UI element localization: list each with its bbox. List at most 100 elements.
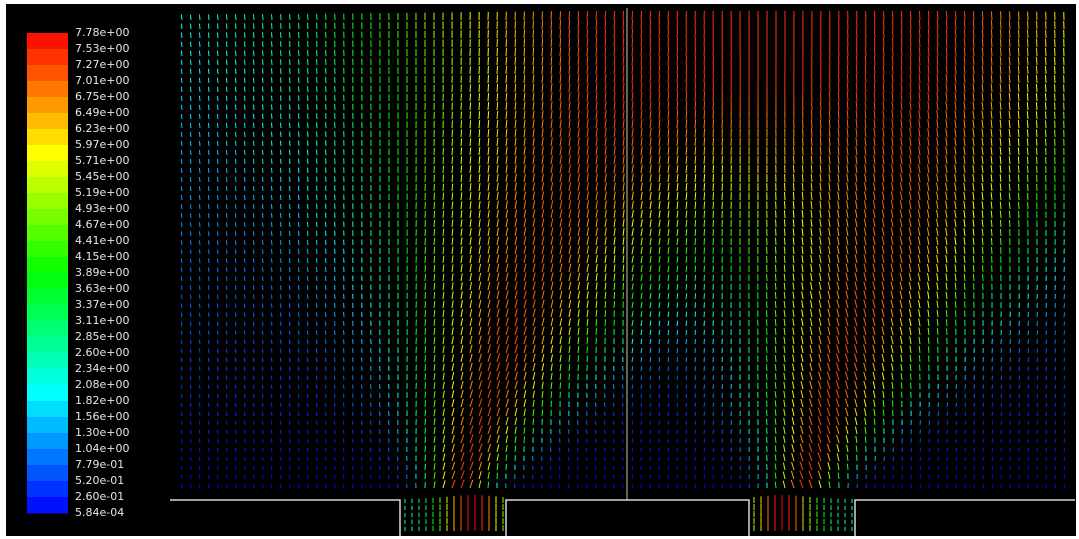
vector [703, 146, 706, 156]
vector [180, 249, 183, 255]
vector [685, 402, 688, 408]
vector [685, 110, 688, 120]
vector [225, 104, 228, 111]
vector [676, 155, 679, 165]
vector [496, 344, 500, 354]
vector [541, 308, 545, 318]
vector [783, 444, 786, 453]
vector [712, 146, 715, 156]
vector [243, 339, 246, 345]
vector [845, 299, 849, 309]
vector [649, 320, 652, 327]
vector [243, 167, 246, 174]
vector [685, 293, 688, 300]
vector [442, 426, 446, 435]
vector [469, 111, 472, 120]
vector [649, 265, 652, 273]
vector [523, 299, 527, 309]
vector [891, 146, 894, 156]
vector [918, 364, 921, 372]
vector [586, 218, 590, 228]
vector [478, 362, 482, 372]
vector [891, 173, 894, 183]
vector [234, 149, 237, 156]
vector [604, 236, 607, 246]
vector [207, 231, 210, 237]
vector [523, 38, 526, 48]
vector [532, 236, 536, 246]
vector [908, 209, 912, 219]
vector [306, 303, 309, 309]
vector [550, 20, 553, 30]
vector [854, 281, 858, 291]
vector [234, 447, 237, 453]
vector [270, 294, 273, 300]
vector [792, 182, 795, 192]
vector [999, 74, 1002, 84]
vector [270, 276, 273, 282]
vector [198, 50, 201, 57]
vector [631, 329, 634, 336]
vector [801, 182, 804, 192]
vector [810, 273, 813, 282]
vector [703, 192, 706, 201]
vector [891, 19, 894, 30]
vector [964, 402, 967, 408]
vector [577, 263, 581, 273]
vector [658, 101, 661, 111]
vector [216, 59, 219, 66]
vector [676, 339, 679, 345]
vector [433, 408, 436, 417]
vector [649, 101, 652, 111]
vector [694, 173, 697, 183]
vector [586, 146, 589, 156]
vector [631, 10, 634, 21]
vector [649, 155, 652, 165]
vector [882, 137, 885, 147]
vector [198, 276, 201, 282]
vector [792, 201, 795, 210]
vector [1036, 339, 1039, 345]
vector [809, 380, 813, 390]
vector [487, 407, 492, 417]
vector [442, 219, 445, 228]
vector [442, 183, 445, 192]
vector [487, 137, 490, 147]
vector [819, 164, 822, 174]
vector [837, 110, 840, 120]
vector [451, 309, 454, 318]
vector [972, 110, 975, 120]
vector [252, 86, 255, 93]
vector [523, 236, 527, 246]
vector [1035, 111, 1038, 120]
vector [568, 209, 572, 219]
vector [649, 119, 652, 129]
vector [604, 173, 607, 183]
vector [1054, 366, 1057, 372]
vector [351, 456, 354, 462]
vector [550, 218, 554, 228]
vector [189, 41, 192, 48]
vector [1008, 174, 1011, 183]
vector [667, 119, 670, 129]
vector [550, 317, 554, 327]
vector [1035, 47, 1038, 57]
vector [855, 82, 858, 93]
vector [640, 438, 643, 444]
vector [198, 447, 201, 453]
vector [685, 348, 688, 354]
vector [496, 434, 500, 444]
vector [685, 429, 688, 435]
vector [991, 447, 994, 453]
vector [576, 438, 579, 444]
vector [845, 227, 849, 237]
vector [927, 37, 930, 48]
vector [559, 11, 562, 21]
vector [817, 425, 822, 435]
vector [721, 438, 724, 444]
vector [333, 402, 336, 408]
vector [478, 317, 482, 327]
vector [342, 465, 345, 471]
vector [207, 23, 210, 30]
vector [297, 429, 300, 435]
